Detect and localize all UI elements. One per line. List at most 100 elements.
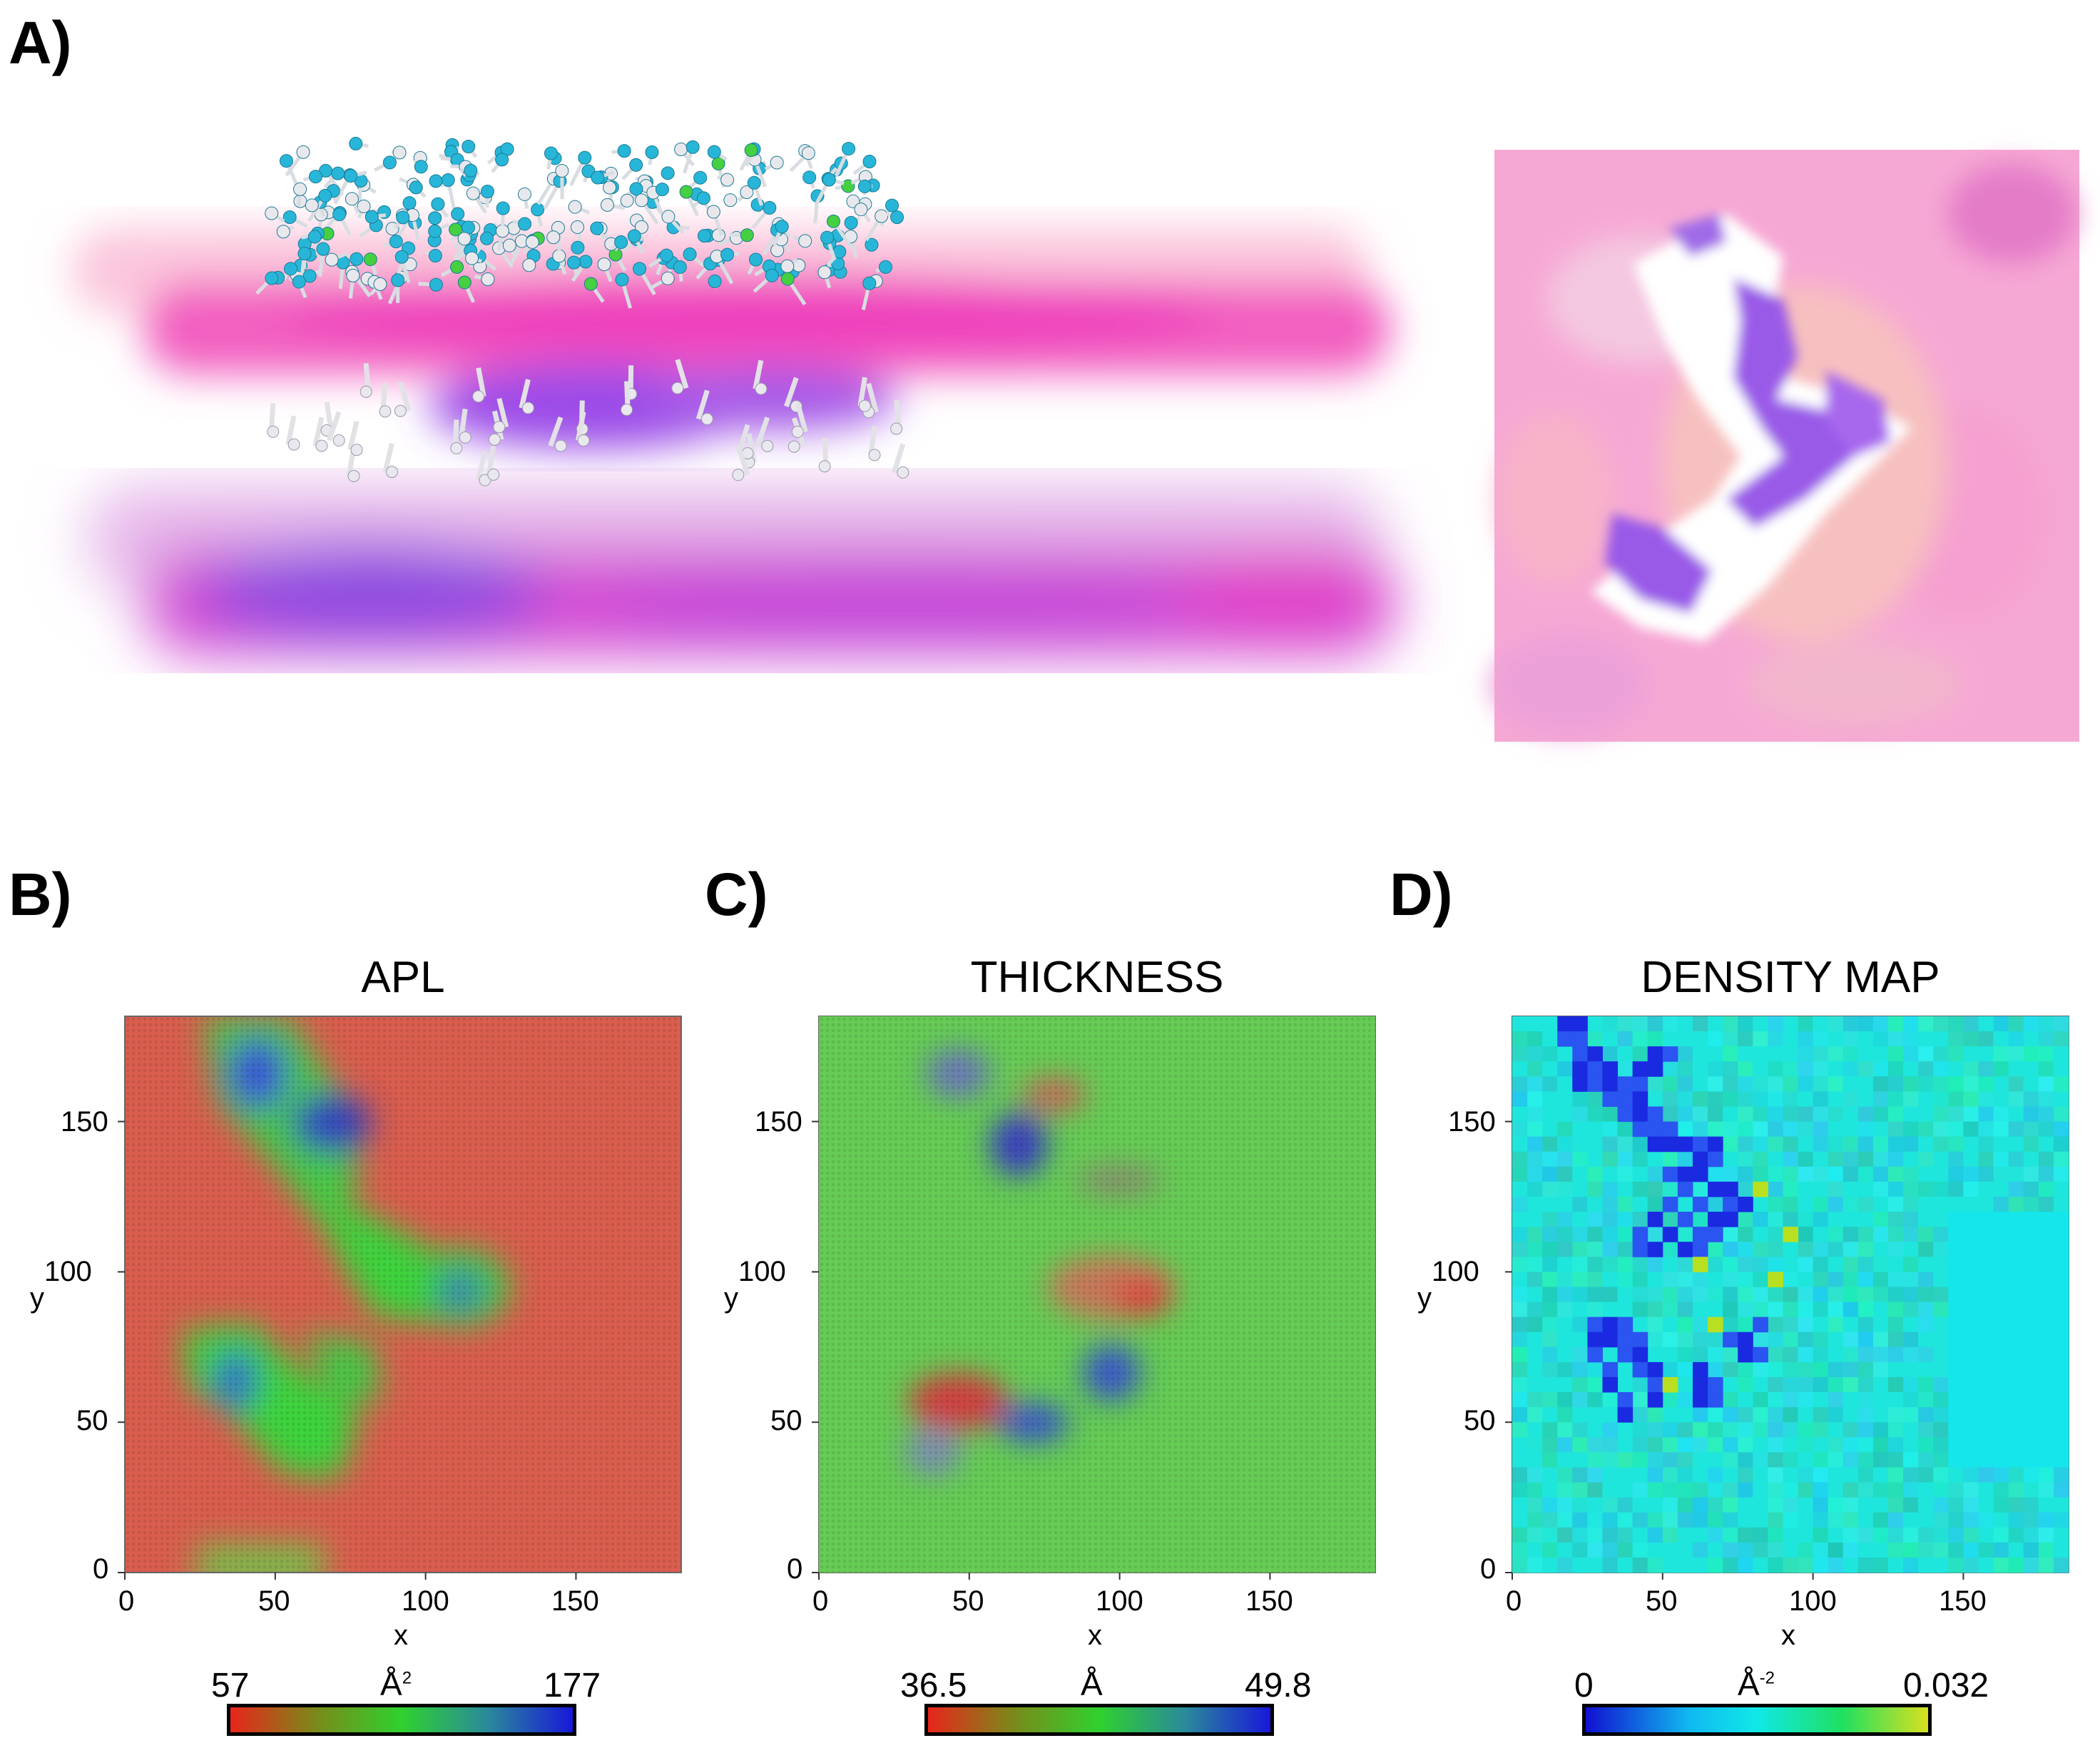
molecule-atom	[788, 440, 800, 453]
density-cell	[1783, 1497, 1799, 1513]
molecule-bond	[509, 228, 516, 247]
density-cell	[1768, 1527, 1783, 1543]
density-cell-peak	[1708, 1317, 1723, 1333]
density-cell	[1783, 1196, 1799, 1212]
density-cell	[1933, 1272, 1949, 1287]
density-cell	[1557, 1242, 1573, 1257]
density-cell	[1903, 1467, 1919, 1483]
molecule-atom	[441, 173, 455, 188]
density-cell	[2053, 1196, 2069, 1212]
density-cell	[1692, 1076, 1708, 1092]
density-cell	[1963, 1227, 1979, 1242]
density-cell	[1918, 1166, 1934, 1182]
density-cell	[1753, 1031, 1768, 1047]
density-cell	[1813, 1557, 1829, 1573]
density-cell	[1783, 1106, 1799, 1123]
density-cell	[1993, 1257, 2009, 1272]
panel-b-colorbar	[227, 1704, 576, 1736]
density-cell	[1677, 1557, 1693, 1573]
molecule-bond	[649, 277, 669, 290]
density-cell	[1993, 1422, 2009, 1438]
molecule-atom	[445, 138, 459, 152]
density-cell	[1587, 1272, 1603, 1287]
density-cell	[1798, 1376, 1814, 1393]
density-cell	[1963, 1376, 1979, 1393]
density-cell	[1512, 1332, 1528, 1348]
panel-b-cbar-unit: Å2	[380, 1665, 412, 1702]
density-cell	[1527, 1376, 1543, 1393]
molecule-atom	[583, 277, 598, 291]
density-cell	[1783, 1557, 1799, 1573]
density-cell	[1963, 1257, 1979, 1272]
density-cell	[1783, 1136, 1799, 1152]
molecule-atom	[276, 225, 290, 239]
density-cell	[1587, 1437, 1603, 1453]
panel-d-cbar-min: 0	[1574, 1667, 1594, 1704]
density-cell	[1647, 1332, 1663, 1348]
molecule-atom	[473, 260, 487, 274]
density-cell	[1903, 1361, 1919, 1378]
density-cell	[1647, 1076, 1663, 1092]
density-cell	[1632, 1196, 1648, 1212]
density-cell	[1888, 1497, 1904, 1513]
density-cell	[2038, 1031, 2054, 1047]
density-cell	[1933, 1166, 1949, 1182]
molecule-bond	[478, 255, 497, 271]
density-cell	[2038, 1557, 2054, 1573]
density-cell-high	[1647, 1046, 1663, 1062]
molecule-bond	[546, 153, 553, 170]
density-cell-high	[1708, 1151, 1723, 1167]
molecule-atom	[271, 270, 285, 285]
density-cell	[1993, 1542, 2009, 1558]
density-cell	[1783, 1422, 1799, 1438]
density-cell	[1587, 1512, 1603, 1528]
density-cell	[1542, 1317, 1558, 1333]
density-cell-high	[1692, 1196, 1708, 1212]
density-cell	[1948, 1482, 1964, 1498]
density-cell-high	[1602, 1317, 1619, 1333]
panel-c-ytick-100: 100	[738, 1256, 786, 1287]
density-cell	[1933, 1542, 1949, 1558]
molecule-atom	[792, 258, 806, 272]
molecule-atom	[578, 150, 592, 165]
density-cell	[2008, 1332, 2024, 1348]
density-cell	[1527, 1407, 1543, 1423]
density-cell	[1527, 1196, 1543, 1212]
molecule-atom	[369, 218, 383, 232]
density-cell	[1798, 1121, 1814, 1138]
density-cell	[1813, 1497, 1829, 1513]
density-cell	[1828, 1061, 1844, 1077]
density-cell	[1888, 1346, 1904, 1363]
density-cell	[1828, 1437, 1844, 1453]
molecule-atom	[279, 154, 293, 168]
density-cell	[1798, 1227, 1814, 1242]
density-cell	[1527, 1121, 1543, 1138]
density-cell	[1798, 1452, 1814, 1468]
density-cell	[1587, 1136, 1603, 1152]
molecule-atom	[865, 237, 879, 252]
density-cell	[1557, 1527, 1573, 1543]
density-cell	[1993, 1332, 2009, 1348]
density-cell-high	[1587, 1061, 1603, 1077]
molecule-atom	[297, 247, 312, 261]
molecule-bond	[312, 236, 320, 256]
density-cell	[1512, 1527, 1528, 1543]
density-cell	[1572, 1242, 1588, 1257]
density-cell	[1587, 1467, 1603, 1483]
density-cell	[1842, 1227, 1859, 1242]
density-cell-high	[1587, 1346, 1603, 1363]
density-cell	[1527, 1046, 1543, 1062]
density-cell	[1512, 1227, 1528, 1242]
molecule-bond	[536, 209, 543, 227]
density-cell	[1783, 1272, 1799, 1287]
density-cell	[2038, 1242, 2054, 1257]
molecule-atom	[869, 274, 883, 288]
density-cell	[1572, 1437, 1588, 1453]
density-cell	[1602, 1287, 1619, 1303]
density-cell	[1813, 1061, 1829, 1077]
density-cell	[1557, 1317, 1573, 1333]
molecule-bond	[315, 210, 329, 218]
density-cell	[1557, 1136, 1573, 1152]
density-cell	[1918, 1151, 1934, 1167]
density-cell	[1708, 1046, 1723, 1062]
